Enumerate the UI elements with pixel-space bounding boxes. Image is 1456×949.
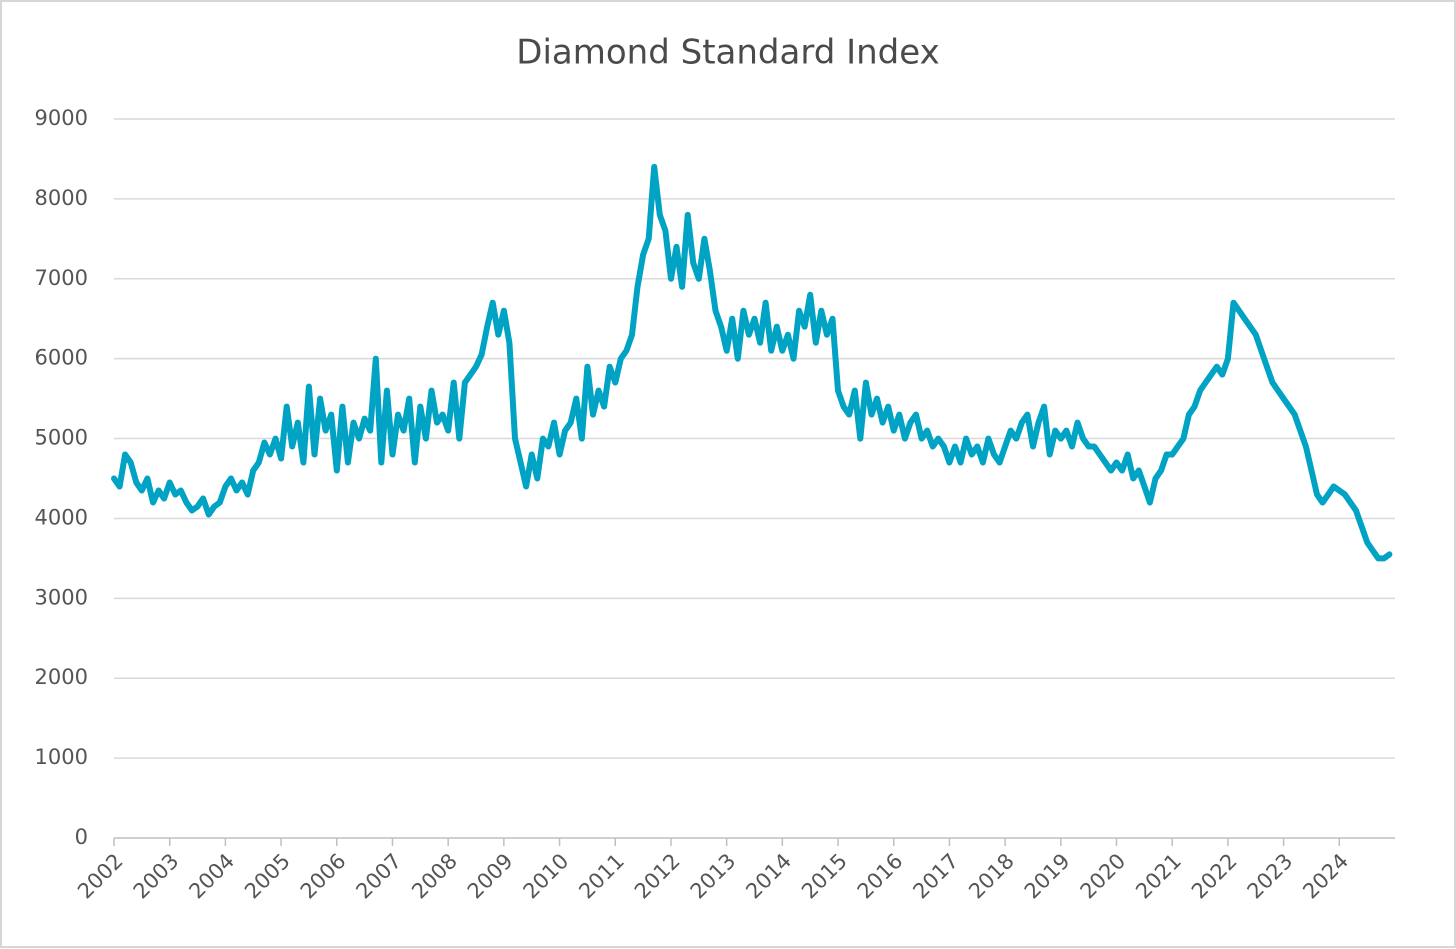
y-tick-label: 6000: [35, 346, 88, 370]
data-line: [111, 163, 1393, 562]
y-tick-label: 7000: [35, 266, 88, 290]
chart-title: Diamond Standard Index: [516, 33, 939, 73]
y-tick-label: 0: [75, 825, 88, 849]
y-tick-label: 9000: [35, 106, 88, 130]
y-tick-label: 2000: [35, 665, 88, 689]
y-tick-label: 4000: [35, 505, 88, 529]
y-tick-label: 1000: [35, 745, 88, 769]
y-tick-label: 5000: [35, 426, 88, 450]
y-tick-label: 3000: [35, 585, 88, 609]
y-tick-label: 8000: [35, 186, 88, 210]
